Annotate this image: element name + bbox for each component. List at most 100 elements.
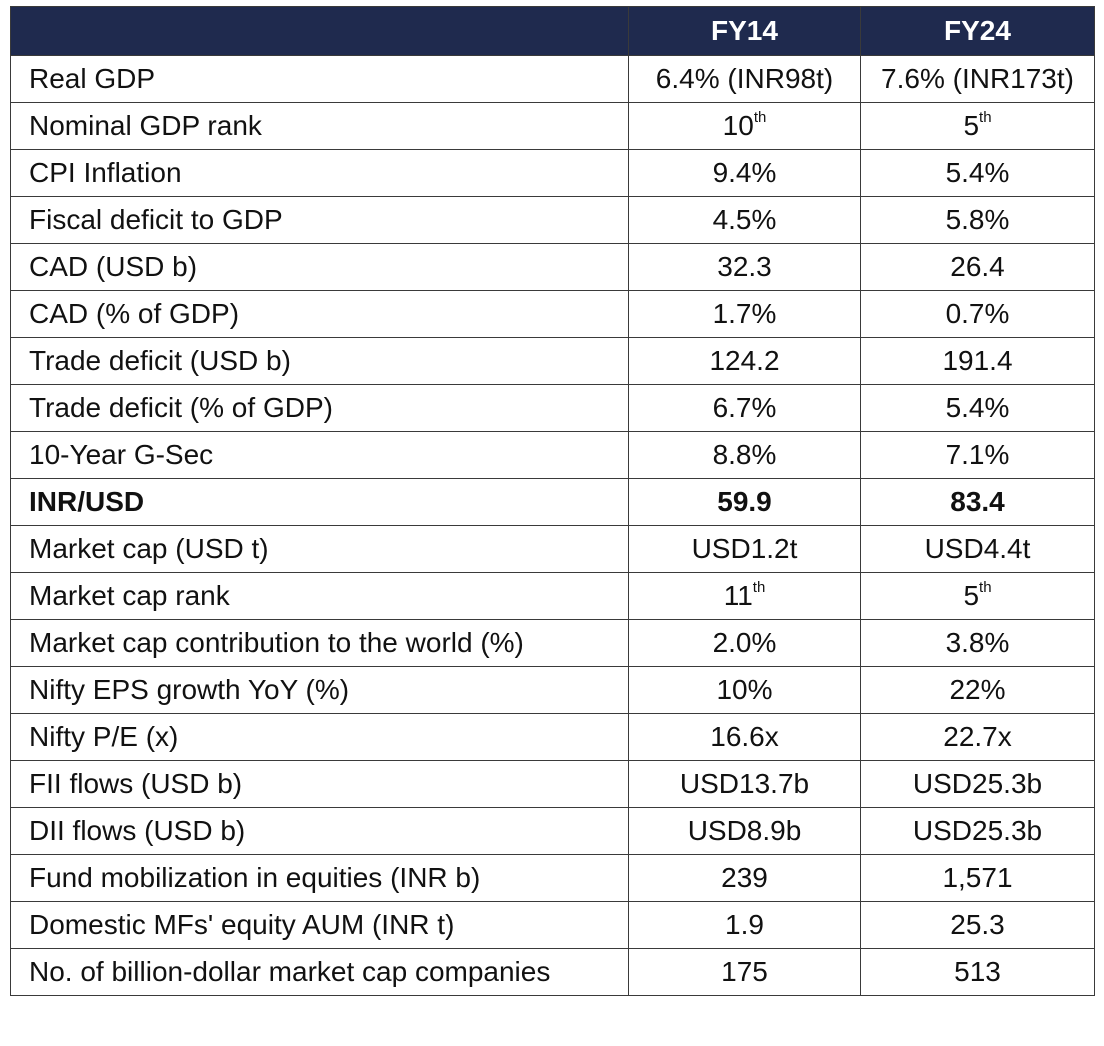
- cell-fy24-value: 7.6% (INR173t): [881, 63, 1074, 94]
- row-label: Market cap (USD t): [10, 525, 629, 573]
- cell-fy24-value: USD4.4t: [924, 533, 1031, 564]
- row-label: No. of billion-dollar market cap compani…: [10, 948, 629, 996]
- cell-fy14: USD8.9b: [628, 807, 861, 855]
- cell-fy24-value: 0.7%: [945, 298, 1010, 329]
- cell-fy14-value: 124.2: [709, 345, 780, 376]
- cell-fy24-value: 83.4: [950, 486, 1005, 517]
- cell-fy14: 59.9: [628, 478, 861, 526]
- cell-fy24-value: 5: [963, 580, 980, 611]
- table-row: Fund mobilization in equities (INR b) 239…: [10, 854, 1095, 902]
- cell-fy14-value: 32.3: [717, 251, 772, 282]
- cell-fy24: 22%: [860, 666, 1095, 714]
- cell-fy24-value: 5.4%: [945, 157, 1010, 188]
- cell-fy14: 1.9: [628, 901, 861, 949]
- comparison-table: FY14 FY24 Real GDP 6.4% (INR98t) 7.6% (INR…: [10, 6, 1095, 996]
- cell-fy24: 22.7x: [860, 713, 1095, 761]
- row-label: Nominal GDP rank: [10, 102, 629, 150]
- cell-fy24-value: 25.3: [950, 909, 1005, 940]
- cell-fy24-value: 513: [954, 956, 1001, 987]
- cell-fy14-value: 11: [723, 580, 753, 611]
- cell-fy24-value: 5.8%: [945, 204, 1010, 235]
- cell-fy14: 32.3: [628, 243, 861, 291]
- row-label: Domestic MFs' equity AUM (INR t): [10, 901, 629, 949]
- table-header: FY14 FY24: [10, 6, 1095, 56]
- cell-fy24: 5th: [860, 572, 1095, 620]
- cell-fy14-ordinal-suffix: th: [752, 579, 766, 596]
- cell-fy24: 7.1%: [860, 431, 1095, 479]
- cell-fy24-ordinal-suffix: th: [979, 109, 992, 126]
- cell-fy24-value: 5.4%: [945, 392, 1010, 423]
- cell-fy14: 4.5%: [628, 196, 861, 244]
- cell-fy14: 16.6x: [628, 713, 861, 761]
- cell-fy14: 8.8%: [628, 431, 861, 479]
- row-label: Trade deficit (USD b): [10, 337, 629, 385]
- cell-fy14-value: 4.5%: [712, 204, 777, 235]
- table-row: Nifty EPS growth YoY (%) 10% 22%: [10, 666, 1095, 714]
- cell-fy14-value: 10%: [716, 674, 773, 705]
- cell-fy14: 175: [628, 948, 861, 996]
- cell-fy14: 239: [628, 854, 861, 902]
- cell-fy14-value: 9.4%: [712, 157, 777, 188]
- row-label: Nifty P/E (x): [10, 713, 629, 761]
- row-label: Real GDP: [10, 55, 629, 103]
- row-label: Fiscal deficit to GDP: [10, 196, 629, 244]
- row-label: Market cap contribution to the world (%): [10, 619, 629, 667]
- cell-fy14-value: 1.9: [725, 909, 764, 940]
- cell-fy24: 0.7%: [860, 290, 1095, 338]
- table-row: Trade deficit (% of GDP) 6.7% 5.4%: [10, 384, 1095, 432]
- cell-fy14-value: 16.6x: [710, 721, 779, 752]
- table-row: INR/USD 59.9 83.4: [10, 478, 1095, 526]
- table-body: Real GDP 6.4% (INR98t) 7.6% (INR173t) Nomin…: [10, 55, 1095, 996]
- table-row: CPI Inflation 9.4% 5.4%: [10, 149, 1095, 197]
- row-label: Market cap rank: [10, 572, 629, 620]
- cell-fy24-value: 26.4: [950, 251, 1005, 282]
- table-row: Nifty P/E (x) 16.6x 22.7x: [10, 713, 1095, 761]
- cell-fy14-value: USD1.2t: [691, 533, 798, 564]
- cell-fy24-value: 1,571: [942, 862, 1013, 893]
- cell-fy14-value: 8.8%: [712, 439, 777, 470]
- cell-fy14: 9.4%: [628, 149, 861, 197]
- cell-fy14-value: 6.4% (INR98t): [655, 63, 834, 94]
- cell-fy24: 191.4: [860, 337, 1095, 385]
- table-row: Nominal GDP rank 10th 5th: [10, 102, 1095, 150]
- cell-fy24: USD4.4t: [860, 525, 1095, 573]
- header-row: FY14 FY24: [10, 6, 1095, 56]
- cell-fy24: 513: [860, 948, 1095, 996]
- table-row: Market cap rank 11th 5th: [10, 572, 1095, 620]
- cell-fy14-value: 59.9: [717, 486, 772, 517]
- row-label: FII flows (USD b): [10, 760, 629, 808]
- table-row: CAD (USD b) 32.3 26.4: [10, 243, 1095, 291]
- cell-fy24: USD25.3b: [860, 807, 1095, 855]
- cell-fy14-ordinal-suffix: th: [753, 109, 767, 126]
- cell-fy14: 6.7%: [628, 384, 861, 432]
- cell-fy14-value: USD8.9b: [687, 815, 802, 846]
- cell-fy24: 26.4: [860, 243, 1095, 291]
- row-label: CPI Inflation: [10, 149, 629, 197]
- cell-fy14: 124.2: [628, 337, 861, 385]
- cell-fy24: 1,571: [860, 854, 1095, 902]
- header-corner-cell: [10, 6, 629, 56]
- cell-fy24-ordinal-suffix: th: [979, 579, 992, 596]
- cell-fy24-value: 22%: [949, 674, 1006, 705]
- cell-fy14: 2.0%: [628, 619, 861, 667]
- cell-fy24: USD25.3b: [860, 760, 1095, 808]
- cell-fy14-value: 239: [721, 862, 768, 893]
- table-row: Trade deficit (USD b) 124.2 191.4: [10, 337, 1095, 385]
- cell-fy14: USD1.2t: [628, 525, 861, 573]
- row-label: INR/USD: [10, 478, 629, 526]
- cell-fy14-value: 175: [721, 956, 768, 987]
- cell-fy24: 5.4%: [860, 384, 1095, 432]
- cell-fy24: 7.6% (INR173t): [860, 55, 1095, 103]
- cell-fy24: 25.3: [860, 901, 1095, 949]
- cell-fy14: 10th: [628, 102, 861, 150]
- cell-fy14-value: 2.0%: [712, 627, 777, 658]
- cell-fy24: 3.8%: [860, 619, 1095, 667]
- cell-fy24-value: 191.4: [942, 345, 1013, 376]
- cell-fy14: 10%: [628, 666, 861, 714]
- table-row: Fiscal deficit to GDP 4.5% 5.8%: [10, 196, 1095, 244]
- cell-fy24: 5th: [860, 102, 1095, 150]
- cell-fy24-value: 5: [963, 110, 980, 141]
- cell-fy14-value: 6.7%: [712, 392, 777, 423]
- row-label: Trade deficit (% of GDP): [10, 384, 629, 432]
- header-fy14: FY14: [628, 6, 861, 56]
